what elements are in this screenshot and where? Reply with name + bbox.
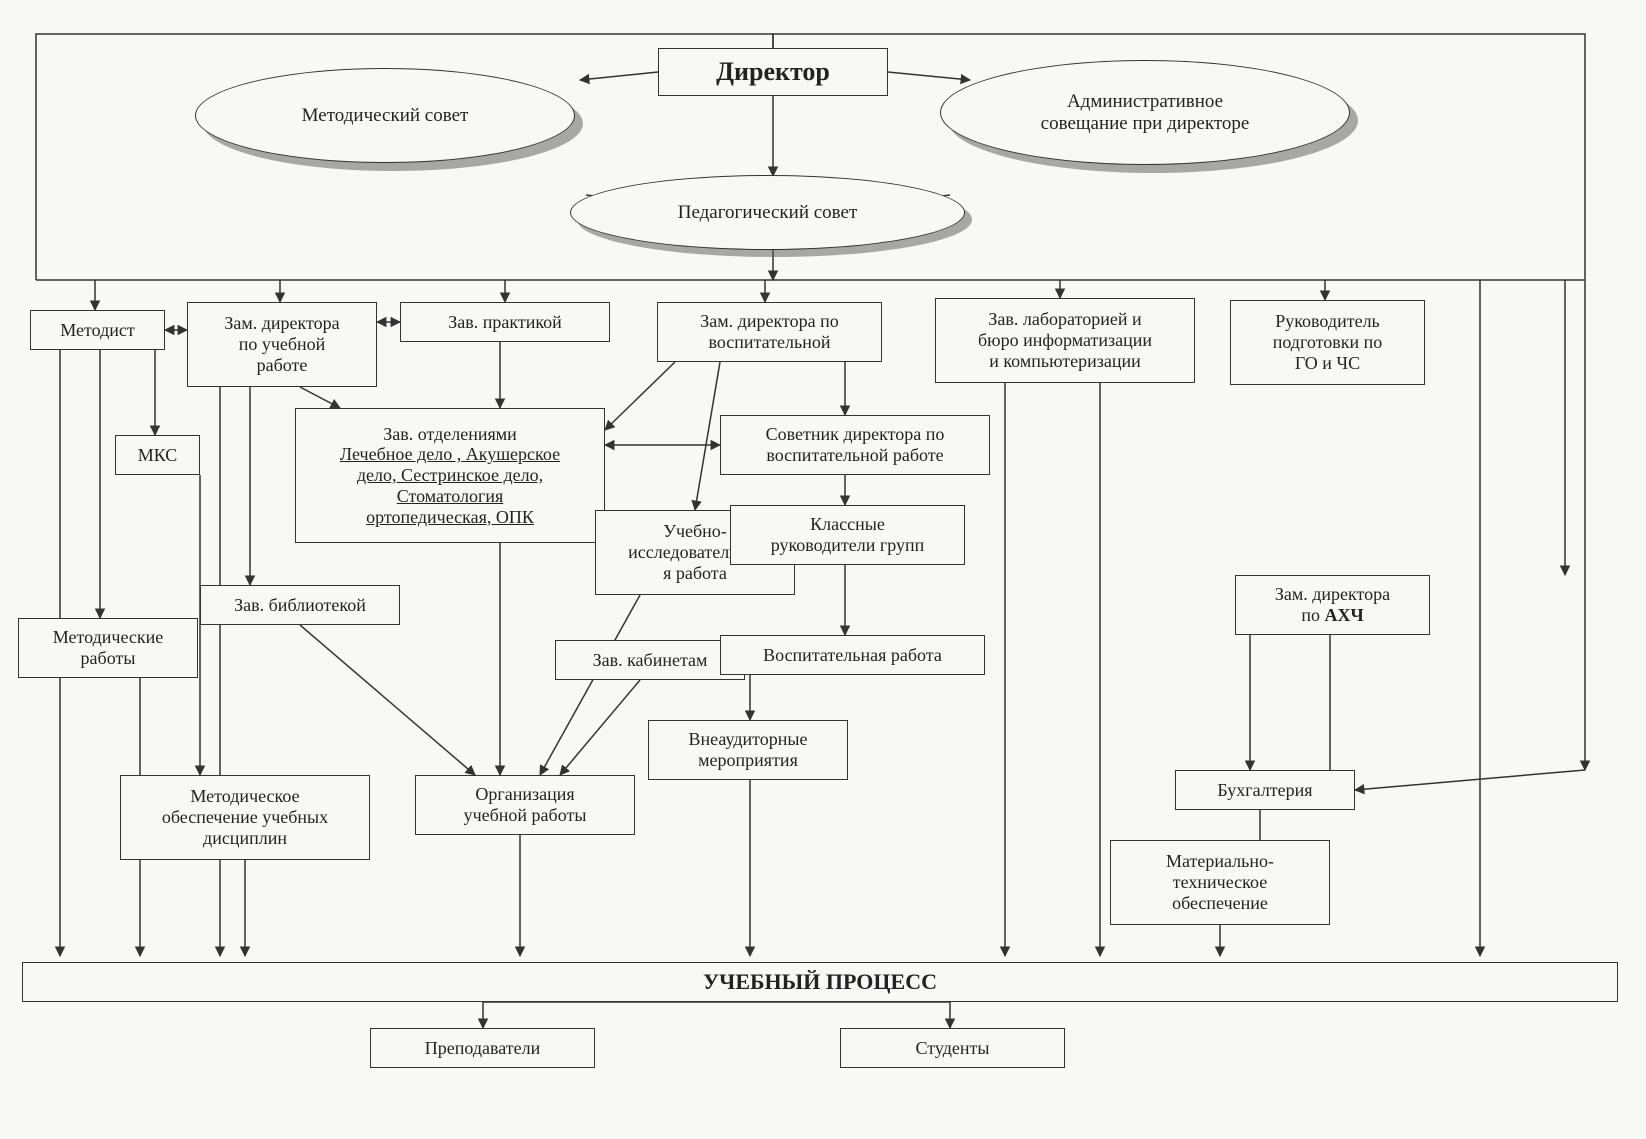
node-ped-council: Педагогический совет [570, 175, 965, 250]
node-edu-work: Воспитательная работа [720, 635, 985, 675]
label-line-2: дело, Сестринское дело, [357, 465, 543, 486]
org-chart-canvas: Методический совет Административноесовещ… [0, 0, 1646, 1139]
label: Организацияучебной работы [464, 784, 587, 825]
node-process: УЧЕБНЫЙ ПРОЦЕСС [22, 962, 1618, 1002]
label: Директор [716, 57, 830, 87]
label: Зав. лабораторией ибюро информатизациии … [978, 309, 1152, 371]
label: Внеаудиторныемероприятия [689, 729, 808, 770]
node-head-cabinet: Зав. кабинетам [555, 640, 745, 680]
label: Зав. кабинетам [593, 650, 708, 671]
node-head-practice: Зав. практикой [400, 302, 610, 342]
node-mat-tech: Материально-техническоеобеспечение [1110, 840, 1330, 925]
node-org-study: Организацияучебной работы [415, 775, 635, 835]
label: Студенты [915, 1038, 989, 1059]
label: Педагогический совет [678, 202, 858, 224]
node-class-heads: Классныеруководители групп [730, 505, 965, 565]
label: Зам. директорапо учебнойработе [224, 313, 339, 375]
label: Методический совет [302, 105, 469, 127]
label: Методическоеобеспечение учебныхдисциплин [162, 786, 328, 848]
label: Административноесовещание при директоре [1041, 91, 1250, 135]
node-head-lib: Зав. библиотекой [200, 585, 400, 625]
node-advisor: Советник директора повоспитательной рабо… [720, 415, 990, 475]
label: Советник директора повоспитательной рабо… [766, 424, 945, 465]
node-method-support: Методическоеобеспечение учебныхдисциплин [120, 775, 370, 860]
label: Руководительподготовки поГО и ЧС [1273, 311, 1383, 373]
node-teachers: Преподаватели [370, 1028, 595, 1068]
node-methodist: Методист [30, 310, 165, 350]
label: Зам. директора повоспитательной [700, 311, 838, 352]
label: Бухгалтерия [1217, 780, 1312, 801]
node-dep-study: Зам. директорапо учебнойработе [187, 302, 377, 387]
label-line-4: ортопедическая, ОПК [366, 507, 534, 528]
label: Воспитательная работа [763, 645, 942, 666]
node-accounting: Бухгалтерия [1175, 770, 1355, 810]
node-method-council: Методический совет [195, 68, 575, 163]
node-head-lab: Зав. лабораторией ибюро информатизациии … [935, 298, 1195, 383]
label: Классныеруководители групп [771, 514, 925, 555]
label: УЧЕБНЫЙ ПРОЦЕСС [703, 969, 937, 994]
label: Зав. практикой [448, 312, 562, 333]
node-director: Директор [658, 48, 888, 96]
node-mks: МКС [115, 435, 200, 475]
label-title: Зав. отделениями [383, 424, 517, 445]
label-line-3: Стоматология [397, 486, 504, 507]
label-line-1: Лечебное дело , Акушерское [340, 444, 560, 465]
label: МКС [138, 445, 178, 466]
node-admin-meeting: Административноесовещание при директоре [940, 60, 1350, 165]
label: Зав. библиотекой [234, 595, 366, 616]
label: Методист [60, 320, 135, 341]
node-head-dept: Зав. отделениями Лечебное дело , Акушерс… [295, 408, 605, 543]
label: Преподаватели [425, 1038, 541, 1059]
node-dep-edu: Зам. директора повоспитательной [657, 302, 882, 362]
node-extracurr: Внеаудиторныемероприятия [648, 720, 848, 780]
label: Методическиеработы [53, 627, 164, 668]
node-head-go: Руководительподготовки поГО и ЧС [1230, 300, 1425, 385]
node-method-works: Методическиеработы [18, 618, 198, 678]
node-dep-ahch: Зам. директорапо АХЧ [1235, 575, 1430, 635]
label: Зам. директорапо АХЧ [1275, 584, 1390, 625]
label: Материально-техническоеобеспечение [1166, 851, 1274, 913]
node-students: Студенты [840, 1028, 1065, 1068]
